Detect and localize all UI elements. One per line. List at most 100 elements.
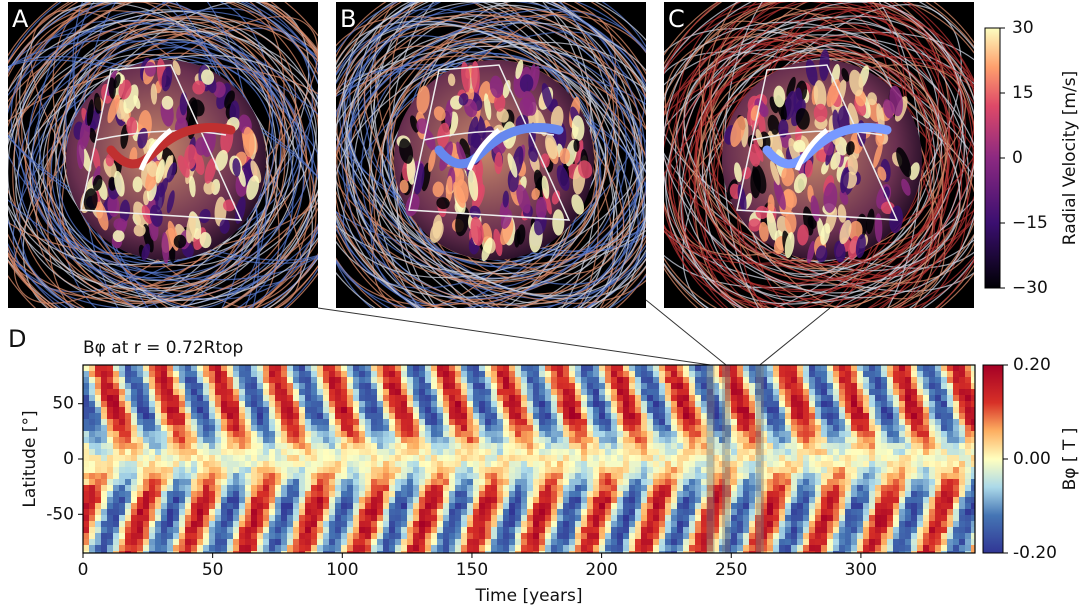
heatmap-cell xyxy=(257,365,263,371)
heatmap-cell xyxy=(293,449,299,455)
heatmap-cell xyxy=(317,383,323,389)
heatmap-cell xyxy=(401,527,407,533)
heatmap-cell xyxy=(377,455,383,461)
heatmap-cell xyxy=(767,461,773,467)
heatmap-cell xyxy=(455,437,461,443)
heatmap-cell xyxy=(341,545,347,551)
heatmap-cell xyxy=(317,509,323,515)
heatmap-cell xyxy=(251,509,257,515)
heatmap-cell xyxy=(227,515,233,521)
heatmap-cell xyxy=(83,413,89,419)
heatmap-cell xyxy=(875,401,881,407)
heatmap-cell xyxy=(689,401,695,407)
heatmap-cell xyxy=(839,515,845,521)
heatmap-cell xyxy=(845,521,851,527)
heatmap-cell xyxy=(281,503,287,509)
heatmap-cell xyxy=(251,431,257,437)
heatmap-cell xyxy=(659,491,665,497)
heatmap-cell xyxy=(179,473,185,479)
heatmap-cell xyxy=(875,413,881,419)
heatmap-cell xyxy=(371,389,377,395)
heatmap-cell xyxy=(233,503,239,509)
convection-cell xyxy=(750,168,761,198)
heatmap-cell xyxy=(203,539,209,545)
heatmap-cell xyxy=(497,467,503,473)
heatmap-cell xyxy=(665,473,671,479)
heatmap-cell xyxy=(437,383,443,389)
heatmap-cell xyxy=(149,407,155,413)
heatmap-cell xyxy=(245,377,251,383)
heatmap-cell xyxy=(731,389,737,395)
heatmap-cell xyxy=(617,401,623,407)
heatmap-cell xyxy=(383,365,389,371)
heatmap-cell xyxy=(347,479,353,485)
heatmap-cell xyxy=(275,413,281,419)
heatmap-cell xyxy=(839,539,845,545)
heatmap-cell xyxy=(317,449,323,455)
heatmap-cell xyxy=(407,485,413,491)
heatmap-cell xyxy=(815,383,821,389)
heatmap-cell xyxy=(467,407,473,413)
heatmap-cell xyxy=(743,425,749,431)
heatmap-cell xyxy=(695,497,701,503)
heatmap-cell xyxy=(851,383,857,389)
heatmap-cell xyxy=(767,545,773,551)
heatmap-cell xyxy=(539,473,545,479)
heatmap-cell xyxy=(617,449,623,455)
heatmap-cell xyxy=(815,425,821,431)
heatmap-cell xyxy=(659,527,665,533)
heatmap-cell xyxy=(263,467,269,473)
heatmap-cell xyxy=(143,539,149,545)
heatmap-cell xyxy=(371,365,377,371)
heatmap-cell xyxy=(419,527,425,533)
heatmap-cell xyxy=(293,365,299,371)
heatmap-cell xyxy=(161,443,167,449)
heatmap-cell xyxy=(533,497,539,503)
heatmap-cell xyxy=(599,431,605,437)
heatmap-cell xyxy=(851,533,857,539)
heatmap-cell xyxy=(425,413,431,419)
heatmap-cell xyxy=(527,503,533,509)
heatmap-cell xyxy=(485,365,491,371)
heatmap-cell xyxy=(587,473,593,479)
heatmap-cell xyxy=(101,425,107,431)
heatmap-cell xyxy=(197,455,203,461)
heatmap-cell xyxy=(299,377,305,383)
heatmap-cell xyxy=(239,389,245,395)
heatmap-cell xyxy=(449,503,455,509)
heatmap-cell xyxy=(95,383,101,389)
heatmap-cell xyxy=(749,413,755,419)
heatmap-cell xyxy=(143,413,149,419)
heatmap-cell xyxy=(563,527,569,533)
heatmap-cell xyxy=(611,467,617,473)
heatmap-cell xyxy=(191,509,197,515)
heatmap-cell xyxy=(767,425,773,431)
heatmap-cell xyxy=(215,491,221,497)
heatmap-cell xyxy=(653,467,659,473)
heatmap-cell xyxy=(179,413,185,419)
heatmap-cell xyxy=(491,425,497,431)
heatmap-cell xyxy=(203,503,209,509)
heatmap-cell xyxy=(611,455,617,461)
heatmap-cell xyxy=(479,389,485,395)
heatmap-cell xyxy=(827,533,833,539)
heatmap-cell xyxy=(839,437,845,443)
heatmap-cell xyxy=(287,485,293,491)
heatmap-cell xyxy=(515,383,521,389)
heatmap-cell xyxy=(647,413,653,419)
heatmap-cell xyxy=(509,491,515,497)
heatmap-cell xyxy=(269,401,275,407)
heatmap-cell xyxy=(623,473,629,479)
heatmap-cell xyxy=(503,425,509,431)
heatmap-cell xyxy=(455,515,461,521)
heatmap-cell xyxy=(701,473,707,479)
heatmap-cell xyxy=(599,503,605,509)
heatmap-cell xyxy=(509,449,515,455)
heatmap-cell xyxy=(221,491,227,497)
heatmap-cell xyxy=(587,449,593,455)
heatmap-cell xyxy=(377,509,383,515)
heatmap-cell xyxy=(803,437,809,443)
heatmap-cell xyxy=(467,545,473,551)
heatmap-cell xyxy=(623,491,629,497)
heatmap-cell xyxy=(857,461,863,467)
